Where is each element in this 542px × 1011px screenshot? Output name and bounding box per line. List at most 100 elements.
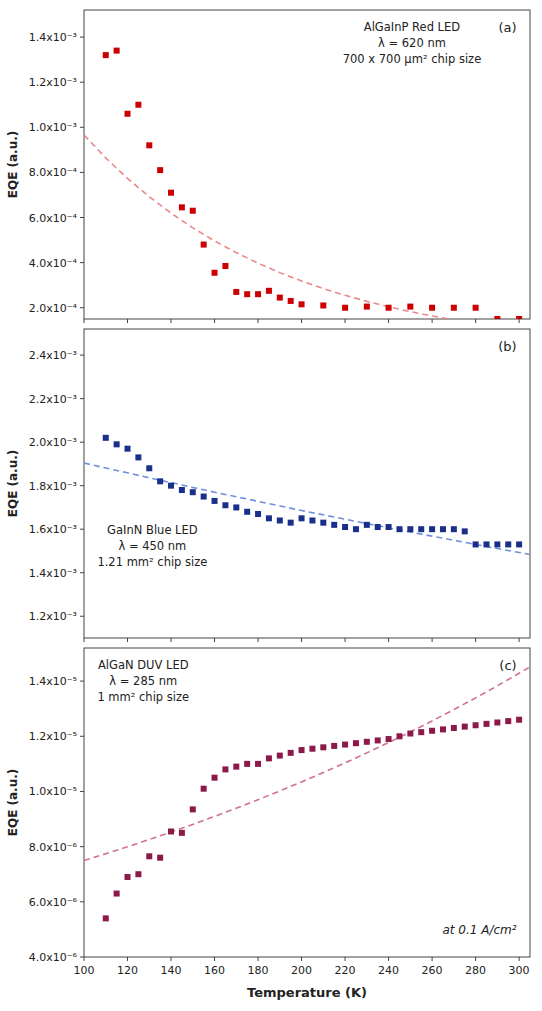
fit-line bbox=[84, 463, 530, 554]
y-axis-label: EQE (a.u.) bbox=[6, 131, 20, 199]
data-point bbox=[288, 520, 294, 526]
data-point bbox=[483, 721, 489, 727]
data-point bbox=[418, 526, 424, 532]
y-tick-label: 1.2x10⁻³ bbox=[29, 76, 77, 89]
x-tick bbox=[388, 957, 389, 961]
fit-line bbox=[84, 135, 449, 319]
data-point bbox=[396, 526, 402, 532]
y-tick-label: 2.0x10⁻⁴ bbox=[29, 302, 78, 315]
plot-frame bbox=[84, 329, 530, 638]
y-tick bbox=[80, 485, 84, 486]
y-tick bbox=[80, 572, 84, 573]
x-tick bbox=[84, 319, 85, 323]
data-point bbox=[429, 305, 435, 311]
x-tick bbox=[301, 638, 302, 642]
data-point bbox=[146, 853, 152, 859]
annotation: at 0.1 A/cm² bbox=[442, 923, 516, 937]
y-tick bbox=[80, 901, 84, 902]
annotation: λ = 285 nm bbox=[109, 674, 177, 688]
x-tick bbox=[171, 957, 172, 961]
y-tick bbox=[80, 37, 84, 38]
plot-frame bbox=[84, 10, 530, 319]
y-tick-label: 2.2x10⁻³ bbox=[29, 393, 77, 406]
y-tick-label: 8.0x10⁻⁶ bbox=[29, 841, 78, 854]
annotation: λ = 620 nm bbox=[378, 36, 446, 50]
data-area bbox=[84, 667, 530, 922]
data-point bbox=[516, 541, 522, 547]
annotation: GaInN Blue LED bbox=[107, 523, 198, 537]
x-tick bbox=[258, 957, 259, 961]
data-point bbox=[309, 746, 315, 752]
y-tick bbox=[80, 529, 84, 530]
x-tick bbox=[519, 319, 520, 323]
y-tick-label: 1.4x10⁻³ bbox=[29, 31, 77, 44]
data-point bbox=[212, 775, 218, 781]
data-point bbox=[494, 541, 500, 547]
x-tick-label: 160 bbox=[204, 964, 225, 977]
y-tick-label: 2.0x10⁻³ bbox=[29, 436, 77, 449]
data-point bbox=[114, 441, 120, 447]
fit-line bbox=[84, 667, 530, 861]
data-point bbox=[309, 517, 315, 523]
y-tick bbox=[80, 355, 84, 356]
data-point bbox=[222, 263, 228, 269]
data-point bbox=[299, 747, 305, 753]
data-point bbox=[440, 526, 446, 532]
data-point bbox=[494, 719, 500, 725]
data-point bbox=[320, 302, 326, 308]
x-tick bbox=[345, 319, 346, 323]
annotation: 1.21 mm² chip size bbox=[97, 555, 207, 569]
x-axis-label: Temperature (K) bbox=[247, 985, 367, 1000]
y-tick-label: 8.0x10⁻⁴ bbox=[29, 166, 78, 179]
panel: 1001201401601802002202402602803004.0x10⁻… bbox=[6, 648, 530, 1000]
y-tick-label: 1.0x10⁻³ bbox=[29, 121, 77, 134]
x-tick bbox=[301, 957, 302, 961]
y-tick bbox=[80, 262, 84, 263]
x-tick-label: 100 bbox=[74, 964, 95, 977]
panel: 1.2x10⁻³1.4x10⁻³1.6x10⁻³1.8x10⁻³2.0x10⁻³… bbox=[6, 329, 530, 642]
data-point bbox=[255, 291, 261, 297]
y-tick-label: 1.2x10⁻³ bbox=[29, 610, 77, 623]
y-tick bbox=[80, 846, 84, 847]
annotation: 700 x 700 μm² chip size bbox=[343, 52, 482, 66]
data-point bbox=[244, 291, 250, 297]
x-tick bbox=[475, 319, 476, 323]
y-tick bbox=[80, 82, 84, 83]
data-point bbox=[277, 517, 283, 523]
data-point bbox=[135, 102, 141, 108]
y-tick-label: 1.4x10⁻⁵ bbox=[29, 675, 77, 688]
x-tick bbox=[84, 957, 85, 961]
data-point bbox=[168, 190, 174, 196]
y-tick bbox=[80, 442, 84, 443]
data-point bbox=[222, 766, 228, 772]
x-tick bbox=[171, 638, 172, 642]
data-point bbox=[505, 718, 511, 724]
data-point bbox=[516, 717, 522, 723]
data-point bbox=[494, 316, 500, 319]
panel: 2.0x10⁻⁴4.0x10⁻⁴6.0x10⁻⁴8.0x10⁻⁴1.0x10⁻³… bbox=[6, 10, 530, 323]
annotation: 1 mm² chip size bbox=[97, 690, 189, 704]
x-tick bbox=[432, 957, 433, 961]
x-tick bbox=[258, 319, 259, 323]
y-tick-label: 1.6x10⁻³ bbox=[29, 523, 77, 536]
data-point bbox=[146, 465, 152, 471]
y-tick-label: 1.4x10⁻³ bbox=[29, 567, 77, 580]
y-tick bbox=[80, 217, 84, 218]
data-point bbox=[114, 48, 120, 54]
data-point bbox=[103, 435, 109, 441]
annotation: AlGaInP Red LED bbox=[364, 20, 460, 34]
panel-label: (c) bbox=[499, 658, 516, 673]
data-point bbox=[331, 522, 337, 528]
data-point bbox=[190, 806, 196, 812]
y-tick bbox=[80, 307, 84, 308]
panel-label: (a) bbox=[498, 20, 516, 35]
data-area bbox=[84, 48, 522, 319]
data-point bbox=[103, 915, 109, 921]
y-axis-label: EQE (a.u.) bbox=[6, 450, 20, 518]
data-point bbox=[201, 786, 207, 792]
data-point bbox=[418, 729, 424, 735]
x-tick-label: 300 bbox=[509, 964, 530, 977]
data-point bbox=[342, 524, 348, 530]
data-point bbox=[386, 305, 392, 311]
data-point bbox=[342, 742, 348, 748]
